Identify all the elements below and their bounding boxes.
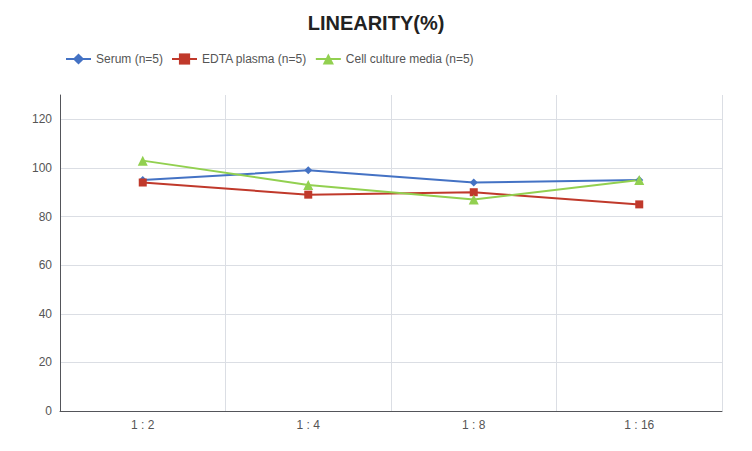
svg-text:EDTA plasma (n=5): EDTA plasma (n=5) bbox=[202, 52, 306, 66]
svg-text:LINEARITY(%): LINEARITY(%) bbox=[308, 12, 445, 34]
svg-text:1 : 2: 1 : 2 bbox=[131, 418, 155, 432]
svg-text:40: 40 bbox=[39, 307, 53, 321]
svg-text:60: 60 bbox=[39, 258, 53, 272]
svg-text:1 : 4: 1 : 4 bbox=[297, 418, 321, 432]
svg-text:Cell culture media (n=5): Cell culture media (n=5) bbox=[346, 52, 474, 66]
svg-text:100: 100 bbox=[32, 161, 52, 175]
svg-text:Serum (n=5): Serum (n=5) bbox=[96, 52, 163, 66]
svg-text:80: 80 bbox=[39, 210, 53, 224]
svg-text:120: 120 bbox=[32, 112, 52, 126]
svg-text:20: 20 bbox=[39, 355, 53, 369]
svg-text:1 : 16: 1 : 16 bbox=[624, 418, 654, 432]
svg-text:0: 0 bbox=[45, 404, 52, 418]
svg-text:1 : 8: 1 : 8 bbox=[462, 418, 486, 432]
